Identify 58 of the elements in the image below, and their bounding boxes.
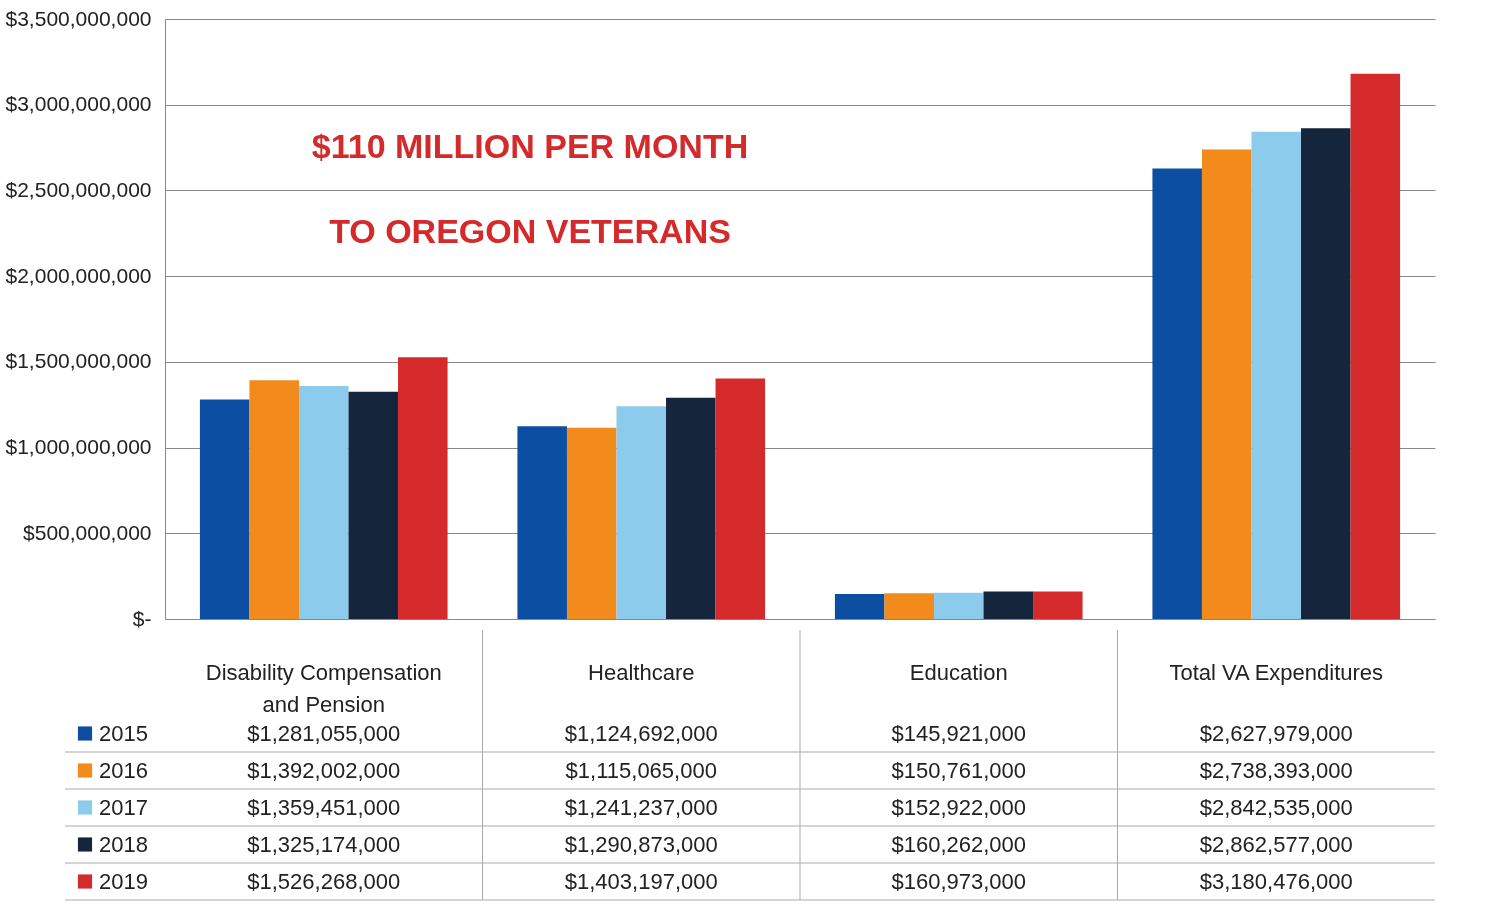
y-tick-label: $2,500,000,000 (5, 177, 152, 201)
data-label: $1,124,692,000 (564, 720, 718, 746)
x-tick-label: Disability Compensation and Pension (205, 659, 442, 717)
bar (199, 399, 250, 619)
legend-label: 2016 (99, 757, 148, 783)
bar (933, 592, 984, 619)
data-label: $2,627,979,000 (1199, 720, 1353, 746)
bar (1251, 131, 1302, 619)
y-tick-label: $3,000,000,000 (5, 92, 152, 116)
data-label: $1,281,055,000 (247, 720, 401, 746)
data-label: $160,973,000 (891, 868, 1027, 894)
y-tick-label: $500,000,000 (23, 520, 152, 544)
data-label: $1,115,065,000 (565, 757, 717, 783)
data-label: $1,403,197,000 (564, 868, 718, 894)
bar (616, 406, 667, 619)
data-label: $2,842,535,000 (1199, 794, 1353, 820)
data-label: $145,921,000 (891, 720, 1027, 746)
data-label: $1,325,174,000 (247, 831, 401, 857)
bar (517, 426, 567, 619)
legend-label: 2019 (99, 868, 148, 894)
bar (666, 397, 716, 619)
x-tick-label: Total VA Expenditures (1169, 659, 1384, 685)
legend-label: 2018 (99, 831, 148, 857)
data-label: $2,738,393,000 (1199, 757, 1353, 783)
x-tick-label: Healthcare (588, 659, 695, 685)
bar (715, 378, 766, 619)
bar (398, 357, 448, 619)
data-label: $1,392,002,000 (247, 757, 401, 783)
bar (348, 391, 399, 619)
data-label: $1,241,237,000 (564, 794, 718, 820)
y-tick-label: $1,500,000,000 (5, 349, 152, 373)
text: $110 MILLION PER MONTH TO OREGON VETERANS (311, 126, 749, 251)
bar (566, 427, 617, 619)
bar (1301, 128, 1351, 619)
y-tick-label: $2,000,000,000 (5, 263, 152, 287)
bar (834, 593, 885, 619)
bar (884, 593, 934, 619)
legend-label: 2017 (99, 794, 148, 820)
bar (298, 385, 349, 619)
data-label: $1,526,268,000 (247, 868, 401, 894)
bar (1152, 168, 1202, 619)
data-label: $3,180,476,000 (1199, 868, 1353, 894)
data-label: $1,359,451,000 (247, 794, 401, 820)
bar (1033, 591, 1083, 619)
y-tick-label: $- (132, 606, 152, 630)
x-tick-label: Education (909, 659, 1008, 685)
data-label: $152,922,000 (891, 794, 1027, 820)
bar (983, 591, 1034, 619)
y-tick-label: $1,000,000,000 (5, 435, 152, 459)
data-label: $160,262,000 (891, 831, 1027, 857)
y-tick-label: $3,500,000,000 (5, 6, 152, 30)
bar (1350, 73, 1401, 619)
legend-label: 2015 (99, 720, 148, 746)
bar (249, 380, 299, 619)
bar (1201, 149, 1252, 619)
data-label: $1,290,873,000 (564, 831, 718, 857)
data-label: $2,862,577,000 (1199, 831, 1353, 857)
data-label: $150,761,000 (891, 757, 1027, 783)
